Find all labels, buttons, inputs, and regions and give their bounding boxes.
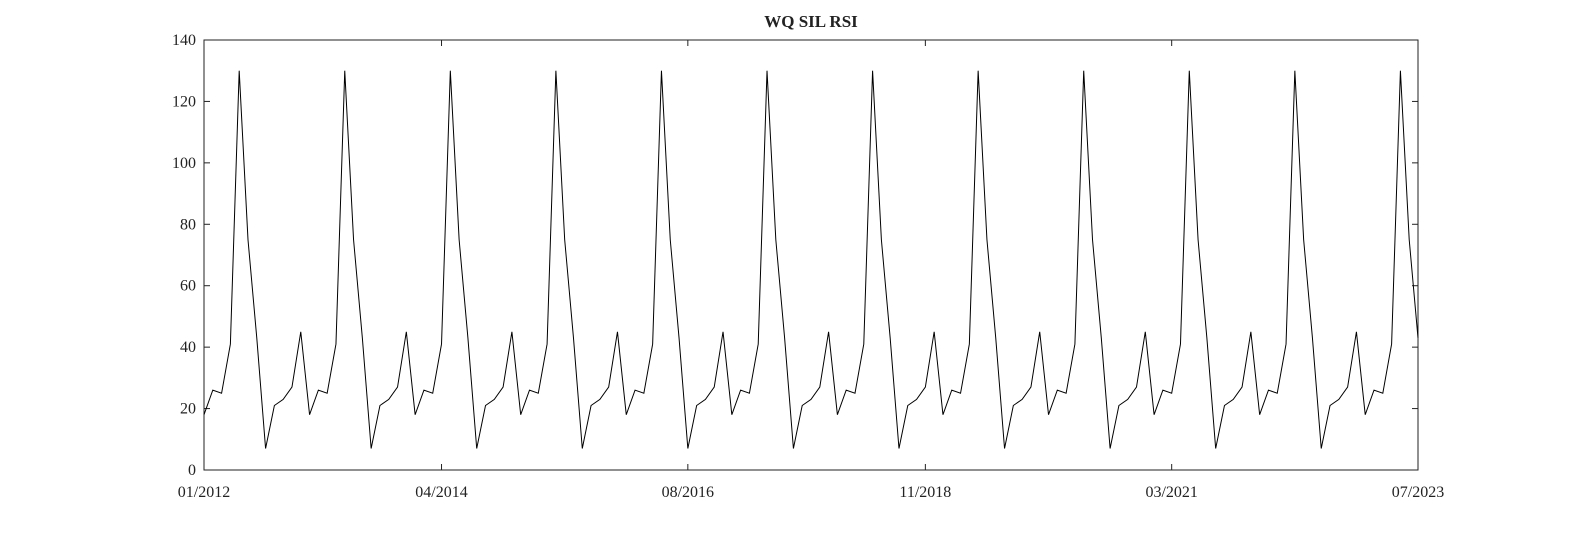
- data-line: [203, 70, 1419, 449]
- y-tick-label: 80: [180, 216, 196, 233]
- x-tick-label: 07/2023: [1392, 484, 1444, 501]
- y-tick-label: 140: [172, 32, 196, 49]
- plot-frame: [203, 39, 1419, 471]
- chart-title: WQ SIL RSI: [764, 12, 858, 31]
- x-tick-label: 03/2021: [1145, 484, 1197, 501]
- x-tick-label: 08/2016: [662, 484, 714, 501]
- y-tick-label: 120: [172, 93, 196, 110]
- x-tick-label: 04/2014: [415, 484, 467, 501]
- y-tick-label: 20: [180, 401, 196, 418]
- x-tick-label: 01/2012: [178, 484, 230, 501]
- y-tick-label: 100: [172, 155, 196, 172]
- x-tick-label: 11/2018: [899, 484, 951, 501]
- y-tick-label: 60: [180, 278, 196, 295]
- y-tick-label: 40: [180, 339, 196, 356]
- y-tick-label: 0: [188, 462, 196, 479]
